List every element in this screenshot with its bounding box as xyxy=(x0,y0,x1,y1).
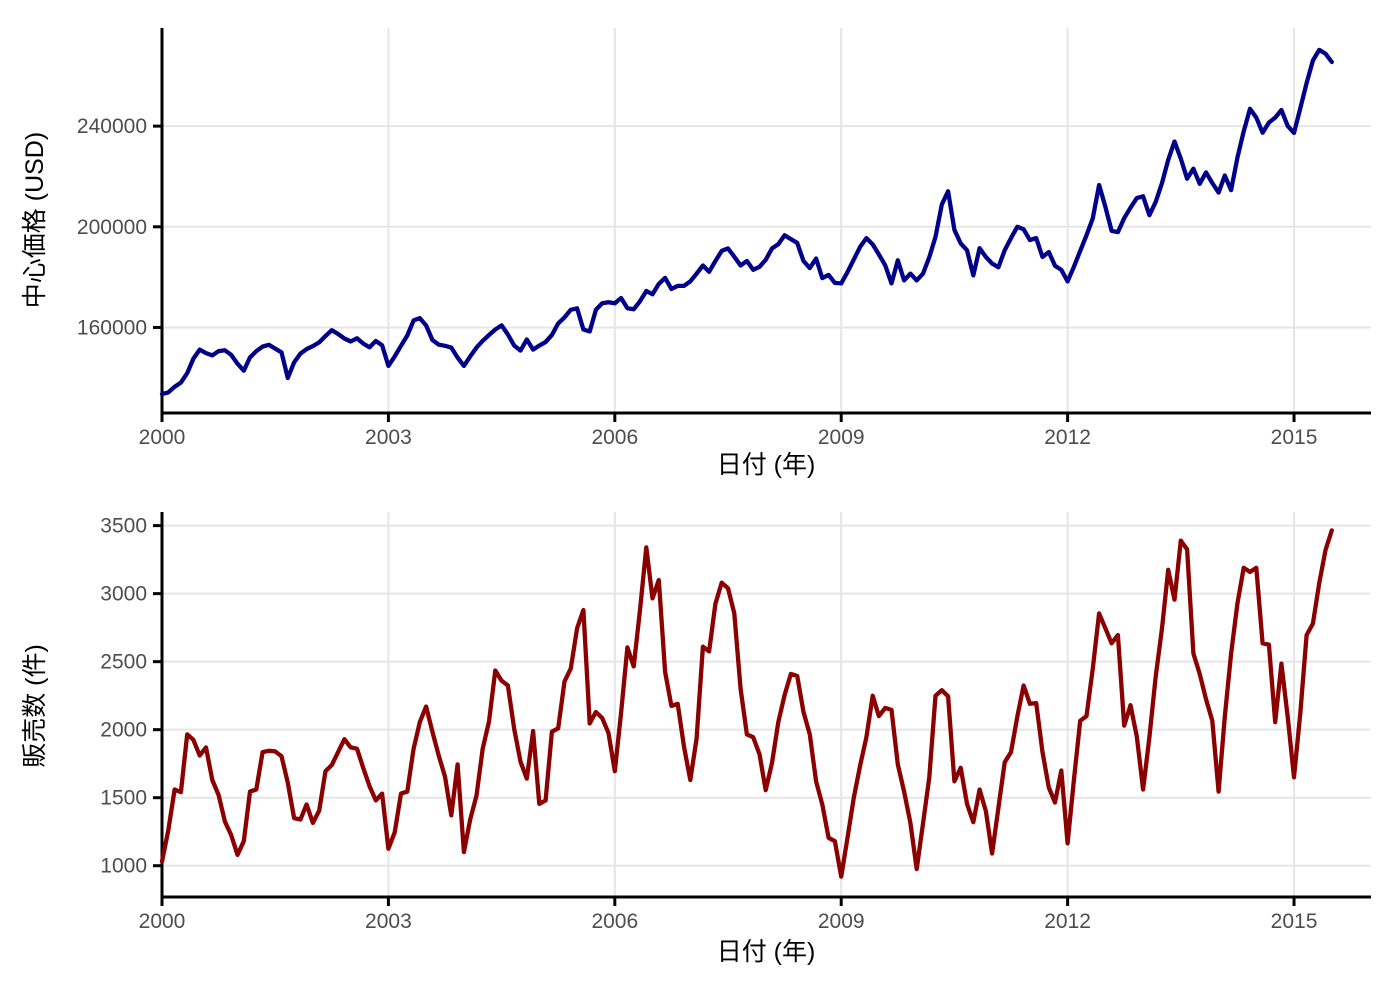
svg-text:2006: 2006 xyxy=(591,426,638,449)
svg-text:2012: 2012 xyxy=(1044,426,1091,449)
svg-text:200000: 200000 xyxy=(77,216,147,239)
price-y-axis-title: 中心価格 (USD) xyxy=(21,131,49,309)
svg-text:2009: 2009 xyxy=(818,910,865,933)
svg-text:3000: 3000 xyxy=(100,583,147,606)
sales-volume-chart: 1000 1500 2000 2500 3000 3500 2000 2003 2006 2009… xyxy=(0,500,1400,1000)
svg-text:2000: 2000 xyxy=(139,426,186,449)
svg-text:2500: 2500 xyxy=(100,651,147,674)
price-x-axis-title: 日付 (年) xyxy=(716,451,816,479)
svg-text:2003: 2003 xyxy=(365,426,412,449)
svg-text:2000: 2000 xyxy=(100,719,147,742)
svg-text:3500: 3500 xyxy=(100,515,147,538)
svg-text:2003: 2003 xyxy=(365,910,412,933)
svg-text:1500: 1500 xyxy=(100,787,147,810)
svg-text:2015: 2015 xyxy=(1271,910,1318,933)
svg-text:240000: 240000 xyxy=(77,115,147,138)
svg-text:2000: 2000 xyxy=(139,910,186,933)
median-price-chart: 160000 200000 240000 2000 2003 2006 2009 2012 20… xyxy=(21,28,1371,479)
svg-text:2012: 2012 xyxy=(1044,910,1091,933)
svg-text:2006: 2006 xyxy=(591,910,638,933)
median-price-plot-area: 160000 200000 240000 2000 2003 2006 2009 2012 20… xyxy=(77,28,1371,449)
svg-text:1000: 1000 xyxy=(100,855,147,878)
sales-volume-plot-area: 1000 1500 2000 2500 3000 3500 2000 2003 2006 2009… xyxy=(100,512,1371,933)
sales-x-axis-title: 日付 (年) xyxy=(716,938,816,966)
svg-text:2015: 2015 xyxy=(1271,426,1318,449)
svg-text:160000: 160000 xyxy=(77,316,147,339)
svg-text:2009: 2009 xyxy=(818,426,865,449)
sales-y-axis-title: 販売数 (件) xyxy=(21,644,49,768)
